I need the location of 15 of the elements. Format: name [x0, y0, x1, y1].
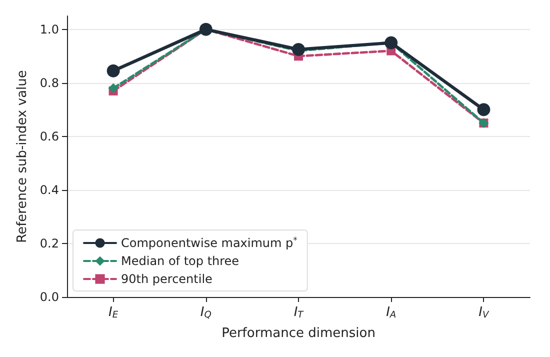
- point: [106, 64, 120, 78]
- y-tick-label: 0.4: [40, 182, 59, 197]
- legend-label: Componentwise maximum p*: [121, 235, 298, 250]
- y-tick-label: 0.0: [40, 290, 59, 304]
- y-tick-label: 0.8: [40, 76, 59, 90]
- y-tick-label: 0.6: [40, 129, 59, 144]
- point: [108, 83, 118, 94]
- point: [292, 42, 305, 56]
- y-tick-label: 0.2: [40, 236, 59, 250]
- y-axis-title: Reference sub-index value: [15, 70, 30, 243]
- point: [477, 103, 490, 116]
- legend-label: Median of top three: [121, 254, 240, 268]
- y-tick-label: 1.0: [40, 22, 59, 36]
- legend-label: 90th percentile: [121, 272, 212, 286]
- x-axis-title: Performance dimension: [222, 326, 376, 341]
